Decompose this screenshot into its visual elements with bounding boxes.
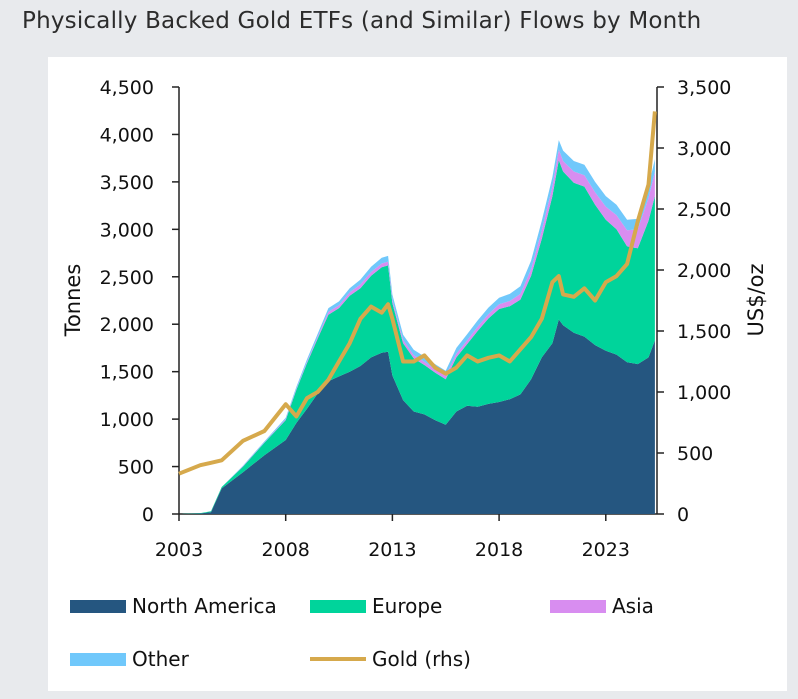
legend-label-other: Other xyxy=(132,647,190,671)
y-tick-label: 500 xyxy=(118,457,154,479)
legend: North America Europe Asia Other Gold (rh… xyxy=(70,594,654,671)
legend-swatch-europe xyxy=(310,600,366,613)
x-tick-label: 2013 xyxy=(368,539,416,561)
x-tick-label: 2018 xyxy=(475,539,523,561)
y2-tick-label: 1,500 xyxy=(677,321,731,343)
stacked-areas xyxy=(179,140,655,514)
y-tick-label: 2,000 xyxy=(100,314,154,336)
y-tick-label: 3,000 xyxy=(100,219,154,241)
x-tick-label: 2023 xyxy=(582,539,630,561)
legend-swatch-other xyxy=(70,653,126,666)
y2-tick-label: 0 xyxy=(677,504,689,526)
x-tick-label: 2003 xyxy=(155,539,203,561)
legend-swatch-asia xyxy=(550,600,606,613)
x-tick-label: 2008 xyxy=(262,539,310,561)
y-tick-label: 1,000 xyxy=(100,409,154,431)
y2-tick-label: 2,000 xyxy=(677,260,731,282)
legend-label-asia: Asia xyxy=(612,594,654,618)
chart: 0 500 1,000 1,500 2,000 2,500 3,000 3,500 4,000 4… xyxy=(61,77,768,671)
y-tick-label: 0 xyxy=(142,504,154,526)
y2-tick-label: 500 xyxy=(677,443,713,465)
legend-label-europe: Europe xyxy=(372,594,442,618)
legend-label-north-america: North America xyxy=(132,594,277,618)
legend-label-gold: Gold (rhs) xyxy=(372,647,471,671)
y2-tick-label: 2,500 xyxy=(677,199,731,221)
y2-axis-label: US$/oz xyxy=(744,263,768,336)
legend-swatch-north-america xyxy=(70,600,126,613)
gold-price-line xyxy=(178,111,657,476)
y-tick-label: 1,500 xyxy=(100,362,154,384)
y-axis-label: Tonnes xyxy=(61,264,85,338)
y-tick-label: 2,500 xyxy=(100,267,154,289)
chart-panel: 0 500 1,000 1,500 2,000 2,500 3,000 3,500 4,000 4… xyxy=(48,57,787,691)
y2-tick-label: 3,000 xyxy=(677,138,731,160)
y2-tick-label: 1,000 xyxy=(677,382,731,404)
area-north-america xyxy=(179,319,655,514)
y2-tick-label: 3,500 xyxy=(677,77,731,99)
page-title: Physically Backed Gold ETFs (and Similar… xyxy=(22,8,702,34)
y-tick-label: 3,500 xyxy=(100,172,154,194)
axis-ticks: 0 500 1,000 1,500 2,000 2,500 3,000 3,500 4,000 4… xyxy=(100,77,732,561)
y-tick-label: 4,000 xyxy=(100,124,154,146)
y-tick-label: 4,500 xyxy=(100,77,154,99)
